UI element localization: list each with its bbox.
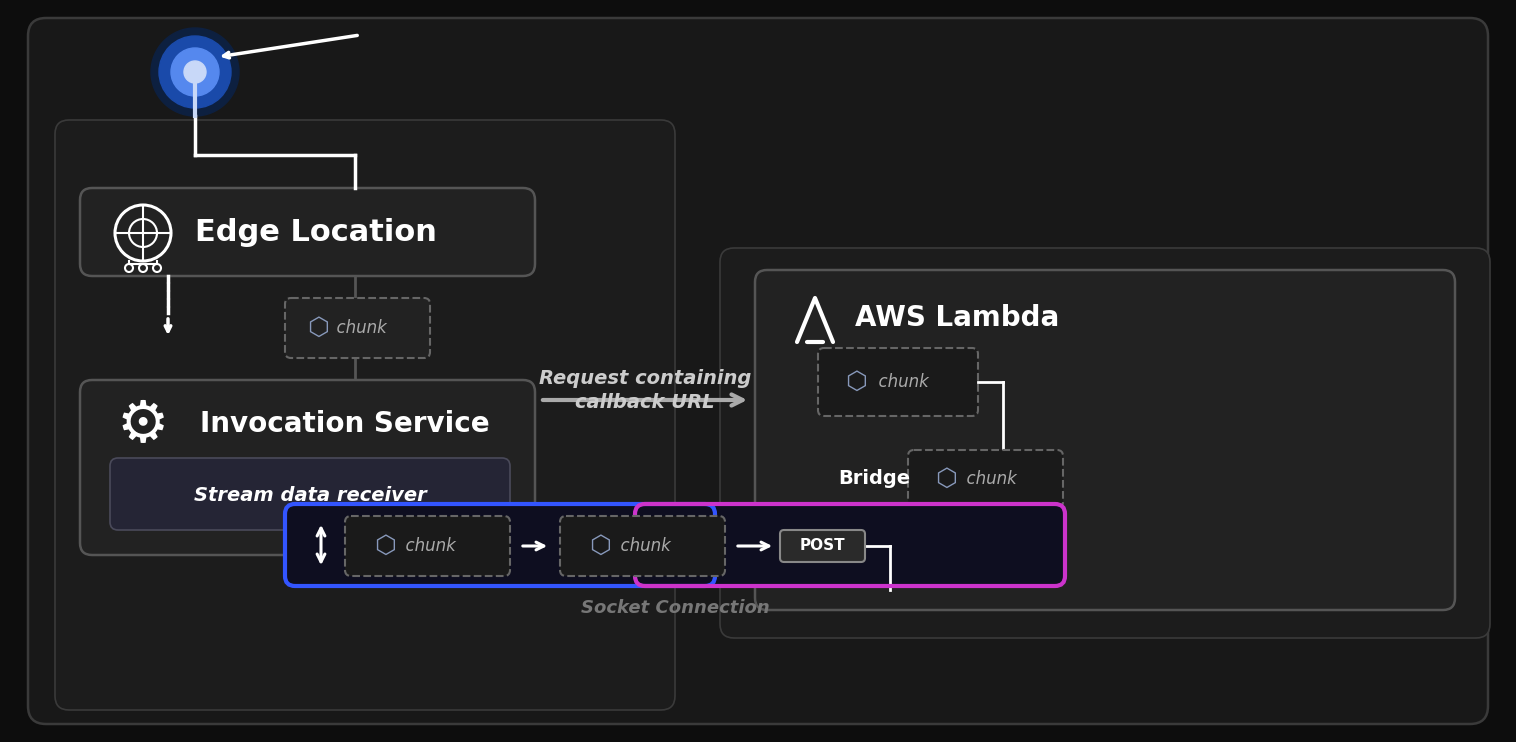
Text: Stream data receiver: Stream data receiver xyxy=(194,485,426,505)
Text: ⬡: ⬡ xyxy=(308,316,329,340)
Text: chunk: chunk xyxy=(609,537,670,555)
Text: Edge Location: Edge Location xyxy=(196,217,437,246)
FancyBboxPatch shape xyxy=(908,450,1063,508)
FancyBboxPatch shape xyxy=(80,380,535,555)
Text: Request containing: Request containing xyxy=(538,369,752,387)
Text: Socket Connection: Socket Connection xyxy=(581,599,770,617)
FancyBboxPatch shape xyxy=(27,18,1489,724)
Text: ⬡: ⬡ xyxy=(374,534,396,558)
Text: ⚙: ⚙ xyxy=(117,396,170,453)
FancyBboxPatch shape xyxy=(755,270,1455,610)
Circle shape xyxy=(183,61,206,83)
FancyBboxPatch shape xyxy=(781,530,866,562)
Text: AWS Lambda: AWS Lambda xyxy=(855,304,1060,332)
Text: callback URL: callback URL xyxy=(575,393,714,412)
Text: Invocation Service: Invocation Service xyxy=(200,410,490,438)
Text: chunk: chunk xyxy=(326,319,387,337)
Circle shape xyxy=(171,48,218,96)
Text: chunk: chunk xyxy=(957,470,1017,488)
FancyBboxPatch shape xyxy=(55,120,675,710)
FancyBboxPatch shape xyxy=(720,248,1490,638)
Text: chunk: chunk xyxy=(396,537,456,555)
FancyBboxPatch shape xyxy=(80,188,535,276)
FancyBboxPatch shape xyxy=(346,516,509,576)
Text: chunk: chunk xyxy=(869,373,929,391)
FancyBboxPatch shape xyxy=(819,348,978,416)
FancyBboxPatch shape xyxy=(111,458,509,530)
Text: ⬡: ⬡ xyxy=(935,467,957,491)
Text: ⬡: ⬡ xyxy=(590,534,611,558)
Text: POST: POST xyxy=(799,539,844,554)
Text: Bridge: Bridge xyxy=(838,468,910,487)
Text: ⬡: ⬡ xyxy=(844,370,867,394)
FancyBboxPatch shape xyxy=(285,504,1066,586)
Circle shape xyxy=(152,28,240,116)
Circle shape xyxy=(159,36,230,108)
FancyBboxPatch shape xyxy=(559,516,725,576)
FancyBboxPatch shape xyxy=(285,298,431,358)
